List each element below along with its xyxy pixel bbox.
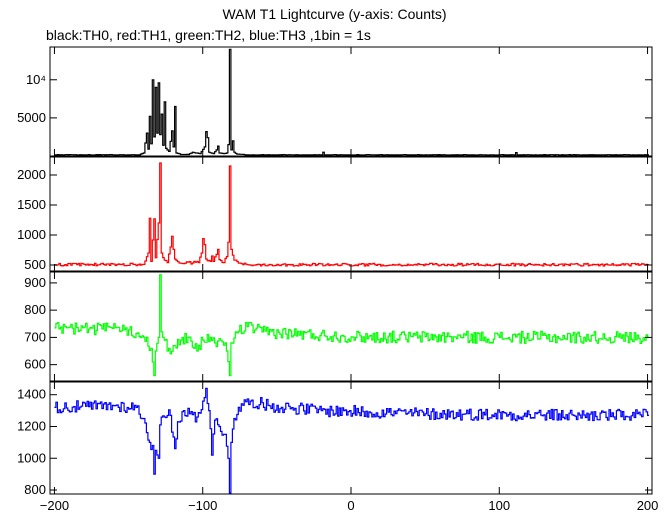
y-tick-label: 1000	[17, 450, 46, 465]
series-line-th1	[54, 162, 649, 267]
panel-frame-th2	[49, 271, 653, 382]
series-line-th3	[54, 387, 649, 494]
y-tick-label: 900	[24, 275, 46, 290]
x-tick-label: 200	[637, 498, 659, 513]
y-tick-label: 800	[24, 302, 46, 317]
x-tick-label: −200	[40, 498, 69, 513]
y-tick-label: 1400	[17, 387, 46, 402]
chart-title: WAM T1 Lightcurve (y-axis: Counts)	[222, 6, 447, 22]
x-tick-label: 100	[488, 498, 510, 513]
y-tick-label: 1500	[17, 197, 46, 212]
series-line-th0	[54, 48, 649, 156]
chart-subtitle: black:TH0, red:TH1, green:TH2, blue:TH3 …	[46, 27, 371, 43]
series-line-th2	[54, 274, 649, 377]
panel-frame-th1	[49, 156, 653, 272]
y-tick-label: 600	[24, 357, 46, 372]
y-tick-label: 800	[24, 482, 46, 497]
x-tick-label: 0	[347, 498, 354, 513]
y-tick-label: 2000	[17, 167, 46, 182]
y-tick-label: 1200	[17, 418, 46, 433]
panel-frame-th0	[49, 46, 653, 157]
y-tick-label: 1000	[17, 227, 46, 242]
y-tick-label: 10⁴	[26, 72, 46, 87]
y-tick-label: 500	[24, 257, 46, 272]
y-tick-label: 700	[24, 329, 46, 344]
panel-frame-th3	[49, 381, 653, 495]
x-tick-label: −100	[188, 498, 217, 513]
y-tick-label: 5000	[17, 110, 46, 125]
